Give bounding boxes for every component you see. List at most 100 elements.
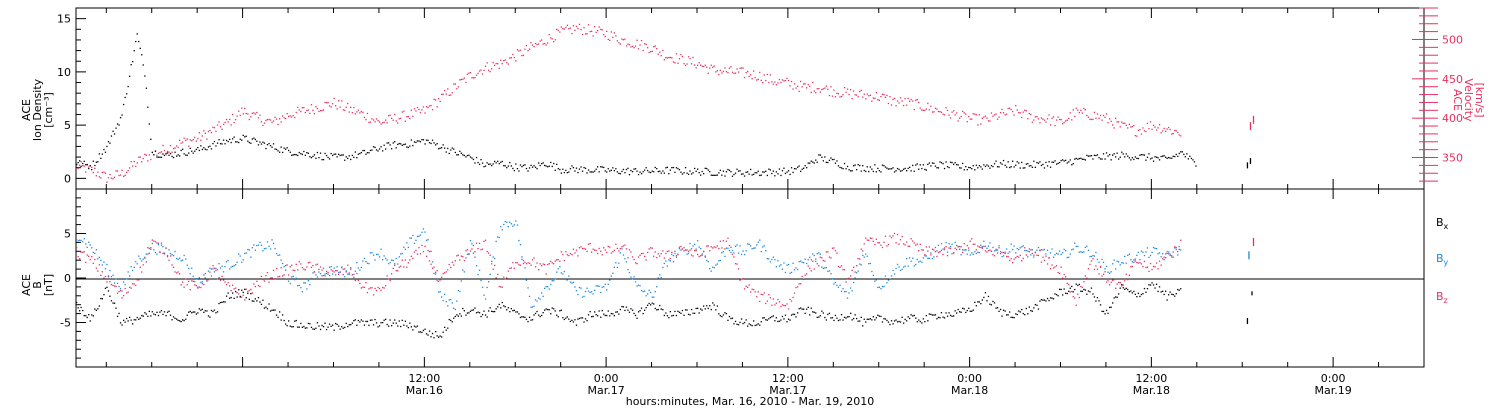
velocity-point	[362, 111, 364, 113]
density-point	[1065, 159, 1067, 161]
by-point	[615, 262, 617, 264]
bx-point	[462, 307, 464, 310]
bx-point	[195, 313, 197, 315]
velocity-point	[245, 112, 247, 115]
bz-point	[721, 247, 723, 249]
by-point	[112, 274, 114, 276]
density-point	[521, 166, 523, 168]
by-point	[254, 249, 256, 251]
velocity-point	[565, 26, 567, 29]
by-point	[410, 237, 412, 239]
velocity-point	[640, 40, 643, 42]
bz-point	[559, 260, 561, 262]
bx-point	[907, 316, 909, 318]
velocity-point	[295, 111, 297, 114]
density-point	[430, 142, 432, 145]
bx-point	[1019, 311, 1021, 313]
velocity-point	[424, 112, 426, 114]
bx-point	[880, 315, 882, 318]
bz-point	[422, 251, 425, 253]
bx-point	[759, 324, 761, 326]
velocity-point	[222, 123, 225, 125]
velocity-point	[113, 176, 116, 178]
bx-point	[962, 307, 964, 309]
bz-point	[506, 277, 508, 279]
velocity-point	[981, 117, 983, 119]
bx-point	[943, 317, 946, 319]
bx-point	[562, 317, 564, 319]
density-point	[1180, 151, 1182, 153]
bz-point	[268, 281, 270, 283]
bz-point	[198, 286, 200, 288]
density-point	[1192, 159, 1194, 161]
velocity-point	[169, 145, 172, 147]
by-point	[654, 291, 656, 293]
density-point	[92, 160, 94, 162]
bz-point	[909, 245, 911, 247]
velocity-point	[313, 113, 316, 115]
density-point	[271, 146, 273, 148]
bz-point	[757, 291, 759, 293]
density-point	[1016, 161, 1018, 163]
bx-point	[996, 307, 999, 309]
by-point	[872, 274, 874, 277]
bz-point	[451, 261, 453, 263]
density-point	[516, 168, 519, 170]
density-point	[1093, 154, 1096, 156]
by-point	[754, 247, 756, 249]
by-point	[803, 262, 805, 264]
top-right-tick-label: 400	[1442, 112, 1463, 125]
velocity-point	[148, 154, 150, 156]
density-point	[328, 158, 331, 160]
by-point	[174, 250, 176, 253]
density-point	[671, 167, 673, 169]
bx-point	[338, 325, 340, 327]
bx-point	[229, 297, 231, 299]
bx-point	[718, 313, 720, 315]
by-point	[419, 234, 422, 236]
velocity-point	[1107, 122, 1109, 124]
by-point	[107, 276, 110, 278]
bx-point	[312, 328, 314, 330]
bz-point	[269, 277, 272, 279]
density-point	[613, 170, 615, 172]
density-point	[1107, 155, 1109, 157]
by-point	[740, 253, 743, 256]
bz-point	[1095, 265, 1097, 267]
by-point	[259, 241, 261, 244]
density-point	[533, 165, 535, 167]
by-point	[913, 265, 915, 267]
by-point	[82, 241, 84, 243]
bx-point	[628, 311, 631, 313]
bx-point	[1028, 306, 1030, 308]
bz-point	[804, 274, 806, 276]
bx-point	[492, 311, 494, 313]
density-point	[869, 166, 871, 168]
bx-point	[704, 308, 706, 310]
velocity-point	[538, 43, 540, 45]
bx-point	[271, 309, 273, 311]
density-point	[659, 170, 661, 172]
by-point	[846, 297, 849, 299]
bx-point	[925, 315, 927, 317]
velocity-point	[195, 140, 197, 142]
density-point	[1158, 159, 1161, 161]
density-point	[179, 155, 181, 157]
velocity-point	[948, 114, 950, 116]
bx-point	[494, 310, 496, 313]
by-point	[194, 281, 196, 283]
by-point	[332, 273, 334, 275]
density-point	[1139, 154, 1141, 156]
bx-point	[1136, 296, 1138, 298]
bx-point	[398, 320, 400, 322]
density-point	[382, 150, 384, 152]
density-point	[1183, 153, 1185, 156]
bz-point	[594, 249, 596, 251]
bx-point	[798, 308, 800, 310]
density-point	[1078, 157, 1080, 160]
by-point	[618, 262, 620, 264]
bx-point	[1121, 283, 1123, 286]
by-point	[644, 290, 646, 292]
by-point	[348, 273, 350, 276]
